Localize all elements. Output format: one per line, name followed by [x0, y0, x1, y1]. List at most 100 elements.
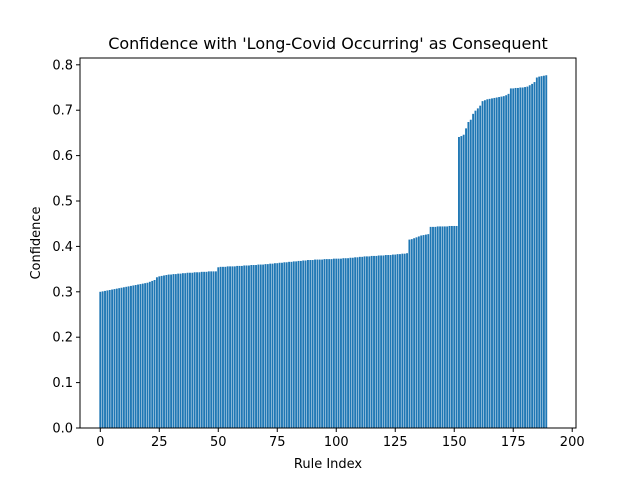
- y-tick-label: 0.2: [52, 331, 73, 346]
- x-tick-label: 200: [560, 435, 585, 450]
- bar: [340, 258, 342, 428]
- bar: [189, 272, 191, 428]
- bar: [512, 88, 515, 429]
- bar: [526, 86, 529, 428]
- chart-title: Confidence with 'Long-Covid Occurring' a…: [108, 34, 548, 53]
- bar: [424, 234, 427, 428]
- bar: [118, 288, 121, 428]
- bar: [139, 284, 142, 428]
- bar: [134, 284, 137, 428]
- y-tick-label: 0.6: [52, 149, 73, 164]
- bar: [384, 255, 387, 428]
- bar: [262, 264, 265, 428]
- bar: [502, 96, 505, 428]
- bar: [498, 97, 501, 428]
- bar: [243, 265, 246, 428]
- bar: [342, 258, 345, 428]
- bar: [450, 225, 453, 428]
- bar: [507, 93, 510, 429]
- bar: [222, 266, 224, 428]
- bar: [255, 265, 257, 428]
- bar: [257, 264, 260, 428]
- bar: [165, 275, 168, 428]
- bar: [314, 259, 316, 428]
- bar: [238, 265, 241, 428]
- bar: [226, 266, 229, 428]
- bar: [382, 255, 385, 428]
- bar: [130, 285, 132, 428]
- bar: [417, 236, 420, 428]
- x-tick-label: 25: [151, 435, 168, 450]
- bar: [281, 262, 283, 428]
- bar: [469, 119, 472, 429]
- y-tick-label: 0.7: [52, 104, 73, 119]
- bar: [422, 235, 425, 428]
- bar: [259, 264, 262, 428]
- bar: [120, 287, 123, 428]
- bar: [323, 259, 326, 428]
- bar: [448, 225, 451, 428]
- bar: [325, 259, 328, 428]
- bar: [420, 235, 423, 428]
- bar: [528, 85, 531, 429]
- bar: [443, 226, 446, 428]
- bar: [408, 239, 411, 428]
- bar: [356, 257, 359, 428]
- x-tick-label: 175: [501, 435, 526, 450]
- bar: [111, 289, 114, 428]
- bar: [439, 226, 442, 428]
- bar: [462, 134, 465, 428]
- bar: [193, 272, 196, 428]
- x-tick-label: 0: [96, 435, 104, 450]
- bars-group: [99, 75, 548, 429]
- bar: [113, 289, 116, 428]
- bar: [264, 264, 267, 428]
- x-axis-label: Rule Index: [294, 457, 363, 472]
- bar: [368, 256, 371, 428]
- x-axis-ticks: 0 25 50 75 100 125 150 175 200: [96, 428, 585, 450]
- bar: [250, 265, 253, 428]
- bar: [514, 87, 517, 429]
- bar: [184, 273, 187, 428]
- bar: [453, 225, 456, 428]
- bar: [240, 265, 243, 428]
- bar: [344, 258, 347, 428]
- bar: [479, 105, 482, 429]
- bar: [186, 272, 189, 428]
- bar: [406, 253, 408, 428]
- bar: [399, 254, 401, 428]
- bar: [365, 256, 368, 428]
- y-tick-label: 0.3: [52, 285, 73, 300]
- bar: [467, 122, 470, 428]
- bar: [283, 262, 286, 428]
- bar: [538, 76, 541, 429]
- bar: [236, 265, 239, 428]
- bar: [297, 260, 300, 428]
- bar: [311, 260, 314, 428]
- bar: [196, 272, 198, 428]
- bar: [358, 256, 361, 428]
- bar: [486, 99, 489, 428]
- bar: [104, 290, 106, 428]
- bar: [375, 255, 378, 428]
- bar: [427, 234, 430, 428]
- bar: [493, 97, 496, 428]
- bar: [316, 259, 319, 428]
- bar: [519, 87, 522, 428]
- bar: [535, 77, 538, 429]
- bar: [363, 256, 366, 428]
- bar: [396, 254, 399, 428]
- y-axis-ticks: 0.0 0.1 0.2 0.3 0.4 0.5 0.6 0.7 0.8: [52, 58, 80, 437]
- bar: [115, 288, 118, 428]
- bar: [413, 238, 416, 428]
- bar: [304, 260, 307, 428]
- bar: [394, 254, 397, 428]
- bar: [177, 273, 180, 428]
- bar: [269, 263, 272, 428]
- bar: [380, 255, 383, 428]
- bar: [214, 271, 217, 428]
- bar: [172, 274, 175, 428]
- bar: [127, 286, 130, 428]
- bar: [434, 226, 437, 428]
- bar: [144, 283, 147, 428]
